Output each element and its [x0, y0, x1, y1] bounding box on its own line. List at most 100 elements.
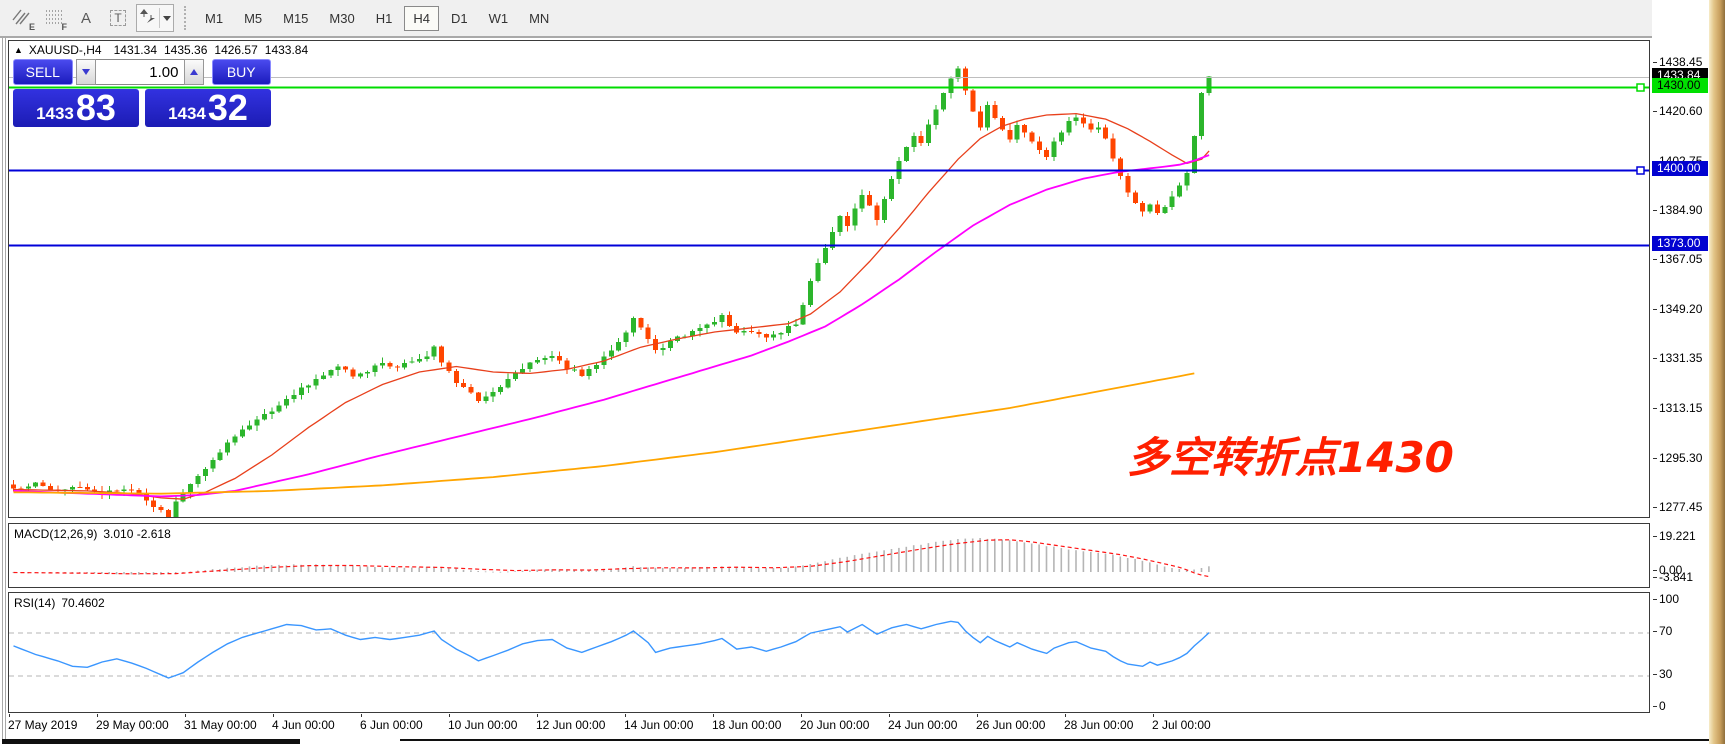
tool-badge: E: [28, 21, 35, 32]
background-window-bar: [2, 739, 300, 744]
time-axis-label: 14 Jun 00:00: [624, 718, 694, 732]
price-tick-label: 1367.05: [1652, 252, 1703, 266]
time-axis-tick: [1153, 714, 1154, 717]
time-axis-label: 29 May 00:00: [96, 718, 169, 732]
time-axis-tick: [977, 714, 978, 717]
text-box-button[interactable]: T: [104, 5, 132, 32]
ohlc-low: 1426.57: [214, 43, 258, 57]
time-axis-label: 10 Jun 00:00: [448, 718, 518, 732]
toolbar: E F A T M1 M5 M15 M30 H1 H4 D1 W1 MN: [0, 0, 1709, 36]
timeframe-button-M15[interactable]: M15: [274, 6, 317, 31]
macd-label: MACD(12,26,9) 3.010 -2.618: [14, 527, 177, 541]
macd-tick-label: -3.841: [1652, 570, 1694, 584]
price-badge-green-line: 1430.00: [1652, 78, 1708, 93]
price-tick-label: 1420.60: [1652, 104, 1703, 118]
price-tick-label: 1313.15: [1652, 401, 1703, 415]
price-tick-label: 1295.30: [1652, 451, 1703, 465]
time-axis-label: 18 Jun 00:00: [712, 718, 782, 732]
one-click-trading-panel: SELL BUY 1433 83 1434 32: [13, 59, 271, 127]
time-axis-label: 2 Jul 00:00: [1152, 718, 1211, 732]
price-badge-blue-line: 1373.00: [1652, 236, 1708, 251]
time-axis-tick: [801, 714, 802, 717]
ohlc-high: 1435.36: [164, 43, 208, 57]
time-axis-label: 12 Jun 00:00: [536, 718, 606, 732]
time-axis-tick: [185, 714, 186, 717]
volume-control: [75, 59, 204, 85]
background-window-line: [400, 739, 1709, 741]
price-badge-blue-line: 1400.00: [1652, 161, 1708, 176]
price-chart-panel[interactable]: ▲ XAUUSD-,H4 1431.34 1435.36 1426.57 143…: [8, 40, 1650, 518]
chart-annotation-text: 多空转折点1430: [1127, 433, 1454, 482]
time-axis-tick: [889, 714, 890, 717]
volume-decrease-button[interactable]: [75, 59, 96, 85]
price-tick-label: 1438.45: [1652, 55, 1703, 69]
sell-price-display[interactable]: 1433 83: [13, 89, 139, 127]
time-axis-tick: [9, 714, 10, 717]
time-axis-label: 26 Jun 00:00: [976, 718, 1046, 732]
macd-tick-label: 19.221: [1653, 529, 1696, 543]
triangle-up-icon: [189, 69, 198, 75]
time-axis-tick: [273, 714, 274, 717]
text-label-icon: A: [80, 9, 91, 27]
arrow-objects-dropdown[interactable]: [136, 4, 174, 32]
timeframe-button-M1[interactable]: M1: [196, 6, 232, 31]
rsi-tick-label: 100: [1652, 592, 1680, 606]
time-axis-label: 28 Jun 00:00: [1064, 718, 1134, 732]
timeframe-button-M5[interactable]: M5: [235, 6, 271, 31]
price-scale[interactable]: 1438.451420.601402.751384.901367.051349.…: [1652, 0, 1709, 744]
text-box-icon: T: [110, 10, 126, 26]
fibonacci-button[interactable]: F: [40, 5, 68, 32]
timeframe-button-H4[interactable]: H4: [404, 5, 439, 31]
time-axis-tick: [449, 714, 450, 717]
time-axis-tick: [97, 714, 98, 717]
macd-canvas[interactable]: [9, 524, 1649, 587]
time-axis-tick: [361, 714, 362, 717]
trade-panel-price-row: 1433 83 1434 32: [13, 89, 271, 127]
equidistant-channel-icon: [12, 9, 32, 28]
rsi-indicator-panel[interactable]: RSI(14) 70.4602: [8, 592, 1650, 713]
buy-price-display[interactable]: 1434 32: [145, 89, 271, 127]
triangle-down-icon: [81, 69, 90, 75]
sell-price-pips: 83: [75, 87, 116, 128]
text-label-button[interactable]: A: [72, 5, 100, 32]
dropdown-separator: [159, 8, 160, 28]
time-axis-tick: [713, 714, 714, 717]
time-axis-tick: [1065, 714, 1066, 717]
macd-indicator-panel[interactable]: MACD(12,26,9) 3.010 -2.618: [8, 523, 1650, 588]
toolbar-separator: [184, 6, 188, 30]
buy-button[interactable]: BUY: [211, 59, 271, 85]
rsi-tick-label: 0: [1653, 699, 1666, 713]
rsi-tick-label: 30: [1652, 667, 1673, 681]
sell-button[interactable]: SELL: [13, 59, 73, 85]
timeframe-group: M1 M5 M15 M30 H1 H4 D1 W1 MN: [196, 5, 558, 31]
time-axis-label: 27 May 2019: [8, 718, 78, 732]
volume-input[interactable]: [95, 59, 184, 85]
equidistant-channel-button[interactable]: E: [8, 5, 36, 32]
timeframe-button-D1[interactable]: D1: [442, 6, 477, 31]
window-left-edge: [2, 38, 3, 744]
macd-values: 3.010 -2.618: [103, 527, 171, 541]
timeframe-button-H1[interactable]: H1: [367, 6, 402, 31]
time-axis-tick: [537, 714, 538, 717]
toolbar-divider: [0, 36, 1709, 38]
price-chart-canvas[interactable]: [9, 41, 1649, 517]
timeframe-button-W1[interactable]: W1: [480, 6, 518, 31]
rsi-canvas[interactable]: [9, 593, 1649, 712]
timeframe-button-MN[interactable]: MN: [520, 6, 558, 31]
rsi-tick-label: 70: [1652, 624, 1673, 638]
rsi-name: RSI(14): [14, 596, 56, 610]
tool-badge: F: [61, 21, 68, 32]
rsi-label: RSI(14) 70.4602: [14, 596, 111, 610]
ohlc-close: 1433.84: [264, 43, 309, 57]
collapse-arrow-icon[interactable]: ▲: [14, 45, 23, 55]
price-tick-label: 1331.35: [1652, 351, 1703, 365]
macd-name: MACD(12,26,9): [14, 527, 98, 541]
price-tick-label: 1384.90: [1652, 203, 1703, 217]
volume-increase-button[interactable]: [183, 59, 204, 85]
timeframe-button-M30[interactable]: M30: [320, 6, 363, 31]
sell-price-whole: 1433: [36, 103, 74, 123]
time-axis[interactable]: 27 May 2019 29 May 00:00 31 May 00:00 4 Jun…: [8, 714, 1650, 736]
buy-price-pips: 32: [207, 87, 248, 128]
price-tick-label: 1277.45: [1652, 500, 1703, 514]
price-tick-label: 1349.20: [1652, 302, 1703, 316]
